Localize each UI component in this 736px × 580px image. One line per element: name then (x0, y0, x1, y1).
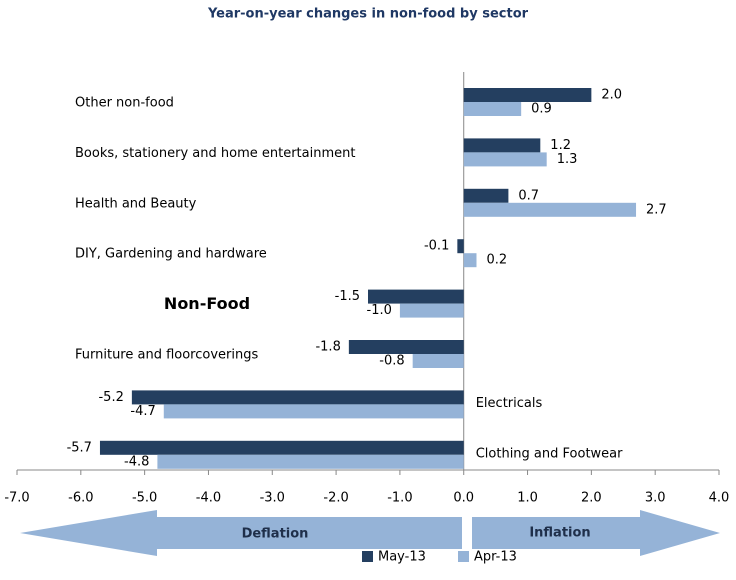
value-label: -4.7 (130, 404, 155, 419)
value-label: -0.8 (379, 354, 404, 369)
bar (157, 454, 464, 469)
bar (348, 340, 464, 354)
bar (99, 440, 464, 455)
x-tick-label: -2.0 (323, 491, 348, 506)
legend-label: May-13 (378, 550, 426, 565)
value-label: 1.2 (550, 138, 571, 153)
value-label: -1.0 (367, 303, 392, 318)
bar (463, 188, 509, 203)
x-tick-label: -1.0 (387, 491, 412, 506)
bar (463, 138, 541, 153)
category-label: Furniture and floorcoverings (75, 348, 258, 363)
value-label: -4.8 (124, 454, 149, 469)
x-tick-label: 0.0 (453, 491, 474, 506)
value-label: -1.8 (315, 340, 340, 355)
category-label: Health and Beauty (75, 196, 197, 211)
x-tick-label: -7.0 (4, 491, 29, 506)
bar (163, 404, 464, 419)
x-tick-label: -5.0 (132, 491, 157, 506)
chart-title: Year-on-year changes in non-food by sect… (207, 7, 529, 22)
value-label: 0.7 (518, 188, 539, 203)
value-label: 0.2 (486, 253, 507, 268)
bar (457, 239, 464, 254)
x-tick-label: 3.0 (645, 491, 666, 506)
value-label: 2.7 (646, 202, 667, 217)
legend-swatch (458, 551, 469, 562)
category-label: Books, stationery and home entertainment (75, 146, 355, 161)
value-label: -1.5 (335, 289, 360, 304)
bar (399, 303, 464, 318)
category-label: Non-Food (164, 294, 250, 313)
value-label: 1.3 (557, 152, 578, 167)
legend-label: Apr-13 (474, 550, 517, 565)
value-label: -5.7 (67, 440, 92, 455)
x-tick-label: 2.0 (581, 491, 602, 506)
value-label: 0.9 (531, 102, 552, 117)
x-tick-label: -6.0 (68, 491, 93, 506)
arrow-label: Deflation (242, 527, 309, 542)
bar (463, 253, 477, 268)
x-tick-label: -4.0 (196, 491, 221, 506)
value-label: 2.0 (601, 88, 622, 103)
category-label: DIY, Gardening and hardware (75, 247, 267, 262)
value-label: -5.2 (98, 390, 123, 405)
category-label: Clothing and Footwear (476, 446, 623, 461)
x-tick-label: 4.0 (709, 491, 730, 506)
inflation-arrow (472, 510, 720, 556)
bar (412, 354, 464, 368)
bar (463, 152, 547, 167)
value-label: -0.1 (424, 239, 449, 254)
bar (463, 202, 637, 217)
x-tick-label: -3.0 (260, 491, 285, 506)
bar (368, 289, 464, 304)
legend-swatch (362, 551, 373, 562)
arrow-label: Inflation (529, 526, 590, 541)
category-label: Electricals (476, 396, 543, 411)
x-tick-label: 1.0 (517, 491, 538, 506)
category-label: Other non-food (75, 96, 174, 111)
bar (463, 88, 592, 102)
bar (131, 390, 464, 405)
deflation-arrow (20, 510, 462, 556)
bar (463, 102, 522, 116)
